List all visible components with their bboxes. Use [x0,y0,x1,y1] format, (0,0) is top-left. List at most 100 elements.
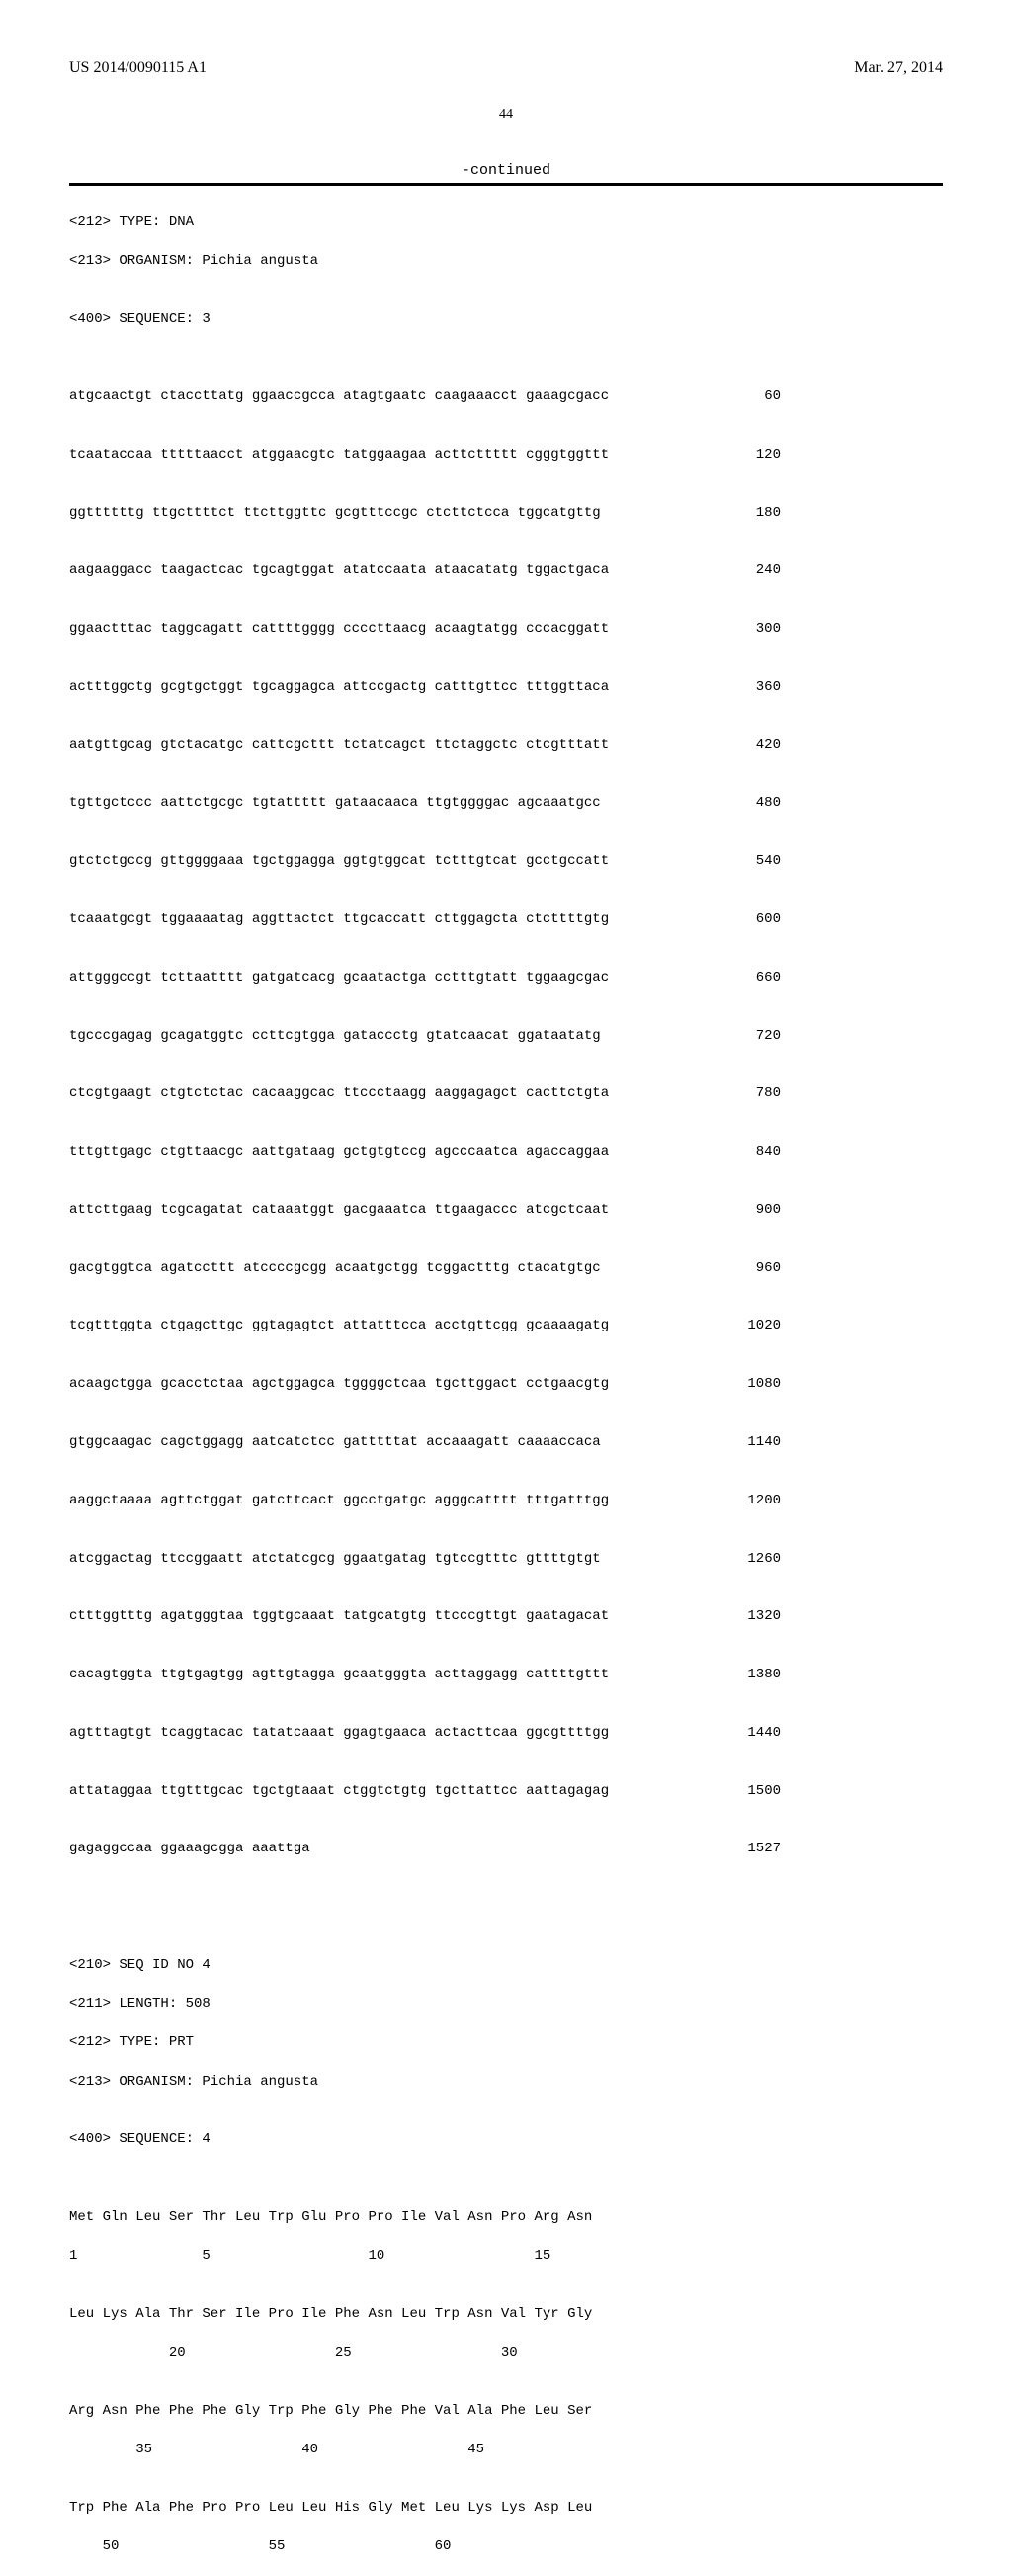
seq-row: tgcccgagag gcagatggtc ccttcgtgga gataccc… [69,1027,781,1047]
seq4-row: 1 5 10 15 [69,2247,943,2267]
seq-row: gacgtggtca agatccttt atccccgcgg acaatgct… [69,1259,781,1279]
horizontal-rule [69,183,943,186]
seq-row: attcttgaag tcgcagatat cataaatggt gacgaaa… [69,1201,781,1221]
seq-row: tgttgctccc aattctgcgc tgtattttt gataacaa… [69,794,781,814]
seq-data: attgggccgt tcttaatttt gatgatcacg gcaatac… [69,969,609,988]
seq-data: ctcgtgaagt ctgtctctac cacaaggcac ttcccta… [69,1084,609,1104]
seq-data: aagaaggacc taagactcac tgcagtggat atatcca… [69,561,609,581]
seq-row: ctttggtttg agatgggtaa tggtgcaaat tatgcat… [69,1607,781,1627]
seq-row: gtctctgccg gttggggaaa tgctggagga ggtgtgg… [69,852,781,872]
seq3-meta-1: <213> ORGANISM: Pichia angusta [69,252,943,272]
seq-pos: 1440 [731,1724,781,1744]
seq-pos: 180 [731,504,781,524]
seq-row: ctcgtgaagt ctgtctctac cacaaggcac ttcccta… [69,1084,781,1104]
seq-row: ggaactttac taggcagatt cattttgggg cccctta… [69,620,781,640]
seq-pos: 720 [731,1027,781,1047]
seq-pos: 1020 [731,1317,781,1336]
seq-pos: 60 [731,387,781,407]
seq-data: agtttagtgt tcaggtacac tatatcaaat ggagtga… [69,1724,609,1744]
seq-pos: 660 [731,969,781,988]
seq4-meta-3: <213> ORGANISM: Pichia angusta [69,2073,943,2093]
seq-row: cacagtggta ttgtgagtgg agttgtagga gcaatgg… [69,1666,781,1685]
seq-row: attataggaa ttgtttgcac tgctgtaaat ctggtct… [69,1782,781,1802]
seq-data: attataggaa ttgtttgcac tgctgtaaat ctggtct… [69,1782,609,1802]
seq-row: aaggctaaaa agttctggat gatcttcact ggcctga… [69,1492,781,1511]
seq-row: tcaataccaa tttttaacct atggaacgtc tatggaa… [69,446,781,466]
seq-row: gtggcaagac cagctggagg aatcatctcc gattttt… [69,1433,781,1453]
seq-data: tcaaatgcgt tggaaaatag aggttactct ttgcacc… [69,910,609,930]
seq-data: acaagctgga gcacctctaa agctggagca tggggct… [69,1375,609,1395]
seq-pos: 1380 [731,1666,781,1685]
seq4-row: Trp Phe Ala Phe Pro Pro Leu Leu His Gly … [69,2499,943,2519]
page-header: US 2014/0090115 A1 Mar. 27, 2014 [69,59,943,77]
seq-data: tcgtttggta ctgagcttgc ggtagagtct attattt… [69,1317,609,1336]
seq-pos: 1527 [731,1840,781,1859]
seq-data: gtggcaagac cagctggagg aatcatctcc gattttt… [69,1433,601,1453]
seq-data: tgttgctccc aattctgcgc tgtattttt gataacaa… [69,794,601,814]
seq-data: tcaataccaa tttttaacct atggaacgtc tatggaa… [69,446,609,466]
seq-pos: 960 [731,1259,781,1279]
seq4-row: Arg Asn Phe Phe Phe Gly Trp Phe Gly Phe … [69,2402,943,2422]
seq-pos: 480 [731,794,781,814]
seq-data: ctttggtttg agatgggtaa tggtgcaaat tatgcat… [69,1607,609,1627]
seq-row: aatgttgcag gtctacatgc cattcgcttt tctatca… [69,736,781,756]
sequence-listing: <212> TYPE: DNA <213> ORGANISM: Pichia a… [69,194,943,2576]
seq-row: tcaaatgcgt tggaaaatag aggttactct ttgcacc… [69,910,781,930]
seq-pos: 1080 [731,1375,781,1395]
seq-row: agtttagtgt tcaggtacac tatatcaaat ggagtga… [69,1724,781,1744]
seq-data: gtctctgccg gttggggaaa tgctggagga ggtgtgg… [69,852,609,872]
seq-data: ggaactttac taggcagatt cattttgggg cccctta… [69,620,609,640]
seq-pos: 600 [731,910,781,930]
continued-label: -continued [69,162,943,179]
seq4-meta-2: <212> TYPE: PRT [69,2033,943,2053]
seq-data: gacgtggtca agatccttt atccccgcgg acaatgct… [69,1259,601,1279]
seq-data: atcggactag ttccggaatt atctatcgcg ggaatga… [69,1550,601,1570]
seq-pos: 240 [731,561,781,581]
seq-row: actttggctg gcgtgctggt tgcaggagca attccga… [69,678,781,698]
seq4-row: 50 55 60 [69,2537,943,2557]
seq-row: attgggccgt tcttaatttt gatgatcacg gcaatac… [69,969,781,988]
seq-row: tttgttgagc ctgttaacgc aattgataag gctgtgt… [69,1143,781,1162]
seq-pos: 120 [731,446,781,466]
seq-data: ggttttttg ttgcttttct ttcttggttc gcgtttcc… [69,504,601,524]
seq-pos: 540 [731,852,781,872]
seq4-row: 20 25 30 [69,2344,943,2363]
publication-date: Mar. 27, 2014 [854,59,943,77]
seq-data: tttgttgagc ctgttaacgc aattgataag gctgtgt… [69,1143,609,1162]
seq-pos: 300 [731,620,781,640]
seq-pos: 1140 [731,1433,781,1453]
seq-pos: 360 [731,678,781,698]
page-number: 44 [69,107,943,123]
seq-pos: 840 [731,1143,781,1162]
seq-data: attcttgaag tcgcagatat cataaatggt gacgaaa… [69,1201,609,1221]
seq-pos: 900 [731,1201,781,1221]
seq4-row: Met Gln Leu Ser Thr Leu Trp Glu Pro Pro … [69,2208,943,2228]
seq4-row: 35 40 45 [69,2441,943,2460]
publication-number: US 2014/0090115 A1 [69,59,207,77]
seq4-meta-5: <400> SEQUENCE: 4 [69,2130,943,2150]
seq-data: tgcccgagag gcagatggtc ccttcgtgga gataccc… [69,1027,601,1047]
seq-pos: 1500 [731,1782,781,1802]
seq-pos: 1320 [731,1607,781,1627]
seq-pos: 780 [731,1084,781,1104]
seq-pos: 420 [731,736,781,756]
seq-row: gagaggccaa ggaaagcgga aaattga 1527 [69,1840,781,1859]
seq-data: cacagtggta ttgtgagtgg agttgtagga gcaatgg… [69,1666,609,1685]
seq-data: actttggctg gcgtgctggt tgcaggagca attccga… [69,678,609,698]
seq3-meta-0: <212> TYPE: DNA [69,214,943,233]
seq3-meta-3: <400> SEQUENCE: 3 [69,310,943,330]
seq-data: aaggctaaaa agttctggat gatcttcact ggcctga… [69,1492,609,1511]
seq-row: atgcaactgt ctaccttatg ggaaccgcca atagtga… [69,387,781,407]
seq-row: tcgtttggta ctgagcttgc ggtagagtct attattt… [69,1317,781,1336]
seq4-meta-0: <210> SEQ ID NO 4 [69,1956,943,1976]
seq-row: atcggactag ttccggaatt atctatcgcg ggaatga… [69,1550,781,1570]
seq4-row: Leu Lys Ala Thr Ser Ile Pro Ile Phe Asn … [69,2305,943,2325]
seq-data: aatgttgcag gtctacatgc cattcgcttt tctatca… [69,736,609,756]
seq-pos: 1200 [731,1492,781,1511]
seq-row: aagaaggacc taagactcac tgcagtggat atatcca… [69,561,781,581]
seq-data: gagaggccaa ggaaagcgga aaattga [69,1840,310,1859]
seq4-meta-1: <211> LENGTH: 508 [69,1995,943,2015]
seq-row: acaagctgga gcacctctaa agctggagca tggggct… [69,1375,781,1395]
seq-data: atgcaactgt ctaccttatg ggaaccgcca atagtga… [69,387,609,407]
seq-row: ggttttttg ttgcttttct ttcttggttc gcgtttcc… [69,504,781,524]
